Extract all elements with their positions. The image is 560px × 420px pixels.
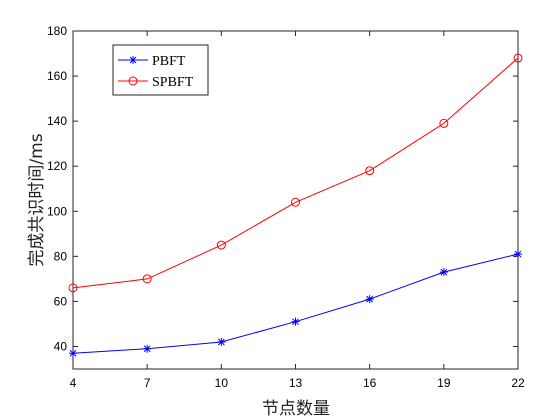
legend-item-pbft: PBFT	[118, 54, 186, 69]
data-point-pbft	[291, 317, 300, 326]
series-pbft	[69, 250, 522, 358]
y-tick-label: 140	[47, 114, 67, 128]
y-tick-label: 60	[54, 294, 68, 308]
data-point-spbft	[142, 274, 152, 284]
x-tick-label: 19	[437, 376, 451, 390]
y-tick-labels: 40 60 80 100 120 140 160 180	[47, 24, 67, 353]
y-tick-label: 80	[54, 249, 68, 263]
data-point-spbft	[513, 53, 523, 63]
data-point-spbft	[439, 118, 449, 128]
data-point-spbft	[216, 240, 226, 250]
legend-label: PBFT	[152, 54, 186, 69]
x-tick-label: 4	[70, 376, 77, 390]
legend: PBFT SPBFT	[112, 44, 209, 96]
series-line-spbft	[72, 57, 519, 289]
data-point-pbft	[143, 344, 152, 353]
legend-marker	[129, 56, 137, 64]
x-tick-labels: 4 7 10 13 16 19 22	[70, 376, 525, 390]
series-layer	[68, 53, 523, 358]
y-tick-label: 40	[54, 339, 68, 353]
data-point-pbft	[514, 250, 522, 259]
y-tick-label: 180	[47, 24, 67, 38]
y-axis-title: 完成共识时间/ms	[27, 133, 47, 266]
x-tick-label: 13	[289, 376, 303, 390]
data-point-pbft	[439, 268, 448, 277]
data-point-pbft	[69, 349, 77, 358]
x-tick-label: 10	[215, 376, 229, 390]
data-point-pbft	[217, 337, 226, 346]
x-tick-label: 16	[363, 376, 377, 390]
data-point-spbft	[68, 283, 78, 293]
data-point-pbft	[365, 295, 374, 304]
x-tick-label: 22	[511, 376, 525, 390]
axis-ticks	[72, 30, 519, 369]
y-tick-label: 100	[47, 204, 67, 218]
x-axis-title: 节点数量	[262, 399, 330, 419]
data-point-spbft	[291, 197, 300, 207]
y-tick-label: 160	[47, 69, 67, 83]
x-tick-label: 7	[144, 376, 151, 390]
legend-item-spbft: SPBFT	[118, 75, 194, 90]
y-tick-label: 120	[47, 159, 67, 173]
legend-label: SPBFT	[152, 75, 194, 90]
data-point-spbft	[365, 166, 375, 176]
series-spbft	[68, 53, 523, 293]
legend-box	[112, 44, 209, 96]
legend-marker	[128, 76, 138, 86]
